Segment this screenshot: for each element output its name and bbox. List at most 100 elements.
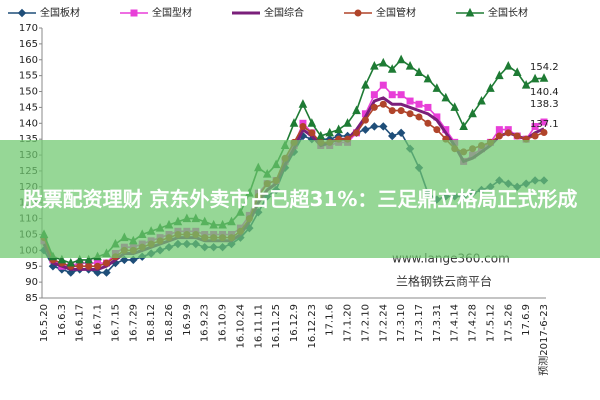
marker xyxy=(405,60,415,70)
marker xyxy=(343,118,352,127)
marker xyxy=(325,127,335,137)
marker xyxy=(120,255,129,265)
marker xyxy=(433,126,441,134)
marker xyxy=(361,125,370,134)
marker xyxy=(415,113,423,121)
marker xyxy=(334,124,343,134)
marker xyxy=(540,129,548,137)
marker xyxy=(459,121,468,130)
x-tick-label: 17.1.20 xyxy=(343,304,354,342)
x-tick-label: 16.10.9 xyxy=(218,304,229,342)
x-tick-label: 16.12.23 xyxy=(307,304,318,349)
marker xyxy=(495,126,503,134)
marker xyxy=(370,122,379,131)
marker xyxy=(477,95,486,105)
marker xyxy=(388,107,396,115)
marker xyxy=(289,118,299,127)
legend-marker xyxy=(354,9,362,17)
x-tick-label: 17.1.6 xyxy=(325,304,336,336)
x-tick-label: 17.4.28 xyxy=(468,304,479,342)
x-tick-label: 17.3.31 xyxy=(432,304,443,342)
marker xyxy=(298,99,308,108)
marker xyxy=(432,83,442,92)
marker xyxy=(353,129,360,137)
marker xyxy=(84,254,93,264)
marker xyxy=(75,254,85,264)
marker xyxy=(396,128,406,138)
annotation: 140.4 xyxy=(530,87,559,98)
marker xyxy=(361,80,370,89)
marker xyxy=(495,132,503,140)
marker xyxy=(378,57,388,67)
y-tick-label: 140 xyxy=(19,118,38,129)
y-tick-label: 90 xyxy=(25,277,38,288)
x-tick-label: 16.9.23 xyxy=(200,304,211,342)
x-tick-label: 16.12.9 xyxy=(289,304,300,342)
marker xyxy=(512,67,522,76)
marker xyxy=(495,70,504,80)
marker xyxy=(129,255,138,265)
marker xyxy=(531,122,539,130)
x-tick-label: 16.5.20 xyxy=(39,304,50,342)
marker xyxy=(352,105,361,115)
x-tick-label: 16.6.17 xyxy=(75,304,86,342)
marker xyxy=(102,268,111,277)
annotation: 137.1 xyxy=(530,119,559,130)
x-tick-label: 17.3.10 xyxy=(396,304,407,342)
marker xyxy=(450,102,460,111)
x-tick-label: 16.9.9 xyxy=(182,304,193,336)
y-tick-label: 145 xyxy=(19,102,38,113)
marker xyxy=(521,80,531,89)
legend-label: 全国长材 xyxy=(488,6,528,19)
x-tick-label: 16.6.3 xyxy=(57,304,68,336)
x-tick-label: 16.10.24 xyxy=(235,304,246,349)
banner: 股票配资理财 京东外卖市占已超31%：三足鼎立格局正式形成 xyxy=(0,140,600,258)
marker xyxy=(441,92,451,102)
x-tick-label: 17.2.24 xyxy=(378,304,389,342)
marker xyxy=(397,107,405,115)
x-tick-label: 17.4.14 xyxy=(450,304,461,342)
marker xyxy=(66,268,75,277)
marker xyxy=(539,73,549,82)
marker xyxy=(299,122,307,130)
marker xyxy=(370,91,378,99)
marker xyxy=(388,91,396,99)
marker xyxy=(415,100,423,108)
marker xyxy=(504,129,512,137)
marker xyxy=(370,103,378,111)
legend-marker xyxy=(465,7,475,17)
marker xyxy=(94,262,102,270)
marker xyxy=(379,122,388,131)
x-tick-label: 16.7.29 xyxy=(128,304,139,342)
marker xyxy=(406,110,414,118)
marker xyxy=(103,259,110,267)
marker xyxy=(468,108,477,118)
marker xyxy=(93,268,102,277)
marker xyxy=(396,54,406,64)
marker xyxy=(379,100,387,108)
marker xyxy=(397,91,405,99)
marker xyxy=(76,262,84,270)
x-tick-label: 17.6.9 xyxy=(521,304,532,336)
y-tick-label: 155 xyxy=(19,71,38,82)
x-tick-label: 17.2.10 xyxy=(360,304,371,342)
x-tick-label: 16.8.26 xyxy=(164,304,175,342)
marker xyxy=(387,64,397,73)
marker xyxy=(307,118,317,127)
x-tick-label: 17.5.12 xyxy=(485,304,496,342)
y-tick-label: 95 xyxy=(25,261,38,272)
marker xyxy=(57,254,67,264)
legend-label: 全国管材 xyxy=(376,6,416,19)
marker xyxy=(424,119,432,127)
annotation: 154.2 xyxy=(530,62,559,73)
marker xyxy=(414,67,424,76)
legend-marker xyxy=(130,9,138,17)
marker xyxy=(85,262,93,270)
legend-marker xyxy=(17,8,27,18)
x-tick-label: 16.7.1 xyxy=(93,304,104,336)
marker xyxy=(66,257,76,267)
x-tick-label: 预测2017-6-23 xyxy=(537,304,550,376)
y-tick-label: 150 xyxy=(19,87,38,98)
marker xyxy=(530,73,540,83)
